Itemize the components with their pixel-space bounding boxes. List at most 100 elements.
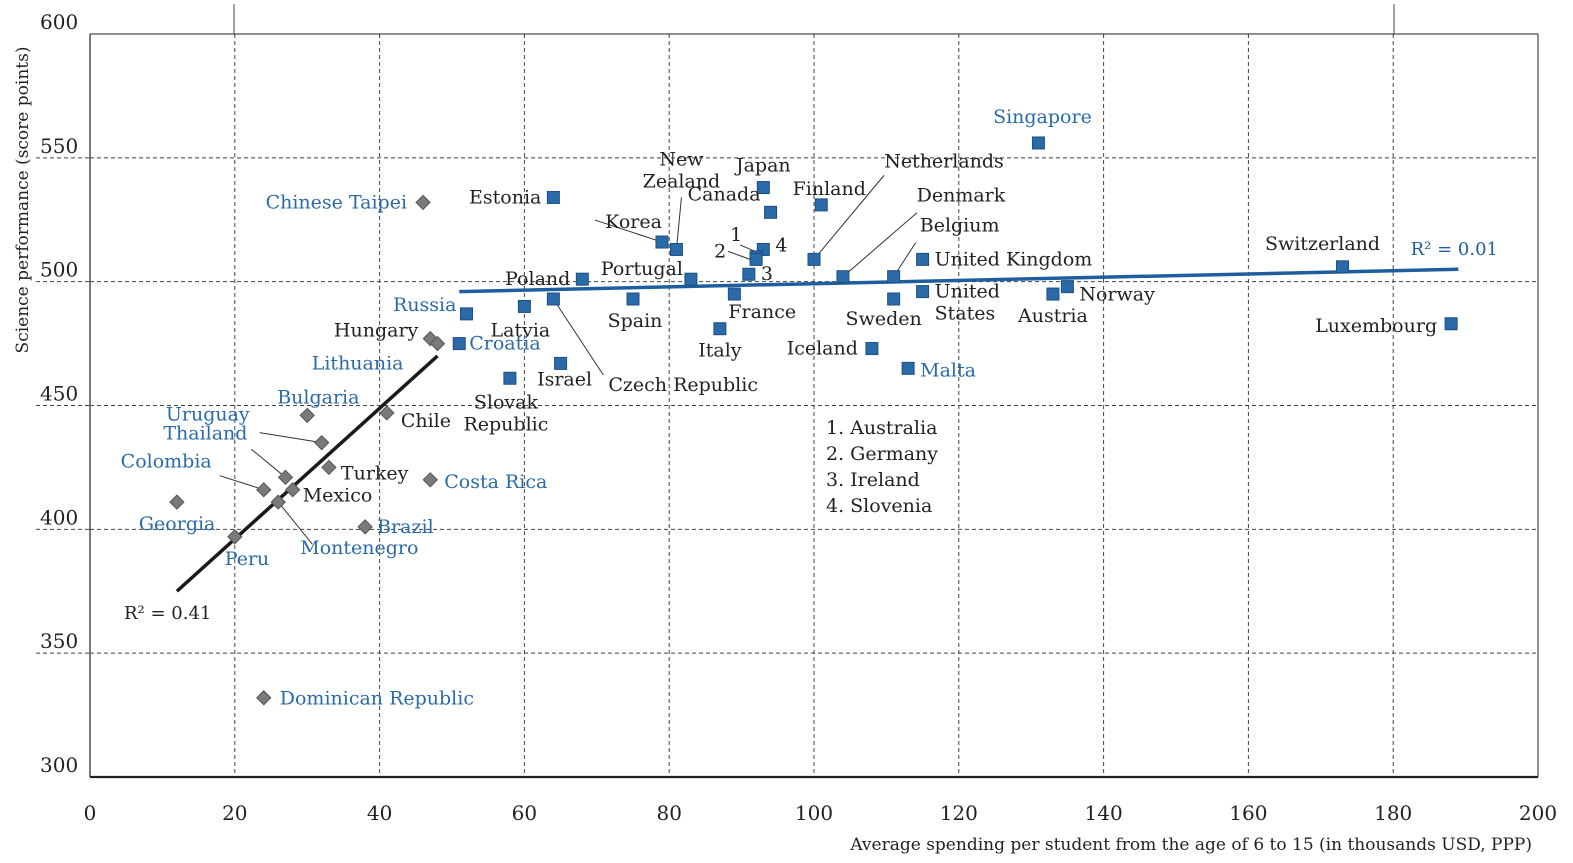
footnote-item: 4. Slovenia [826,495,932,517]
point-germany [749,252,763,266]
label-austria: Austria [1017,305,1088,327]
point-peru [227,529,243,545]
oecd-trendline [459,267,1459,294]
point-italy [713,322,727,336]
leader-lines [219,175,918,545]
point-iceland [865,342,879,356]
label-france: France [728,301,796,323]
point-singapore [1031,136,1045,150]
leader-uruguay [259,432,322,444]
axes: 0 20 40 60 80 100 120 140 160 180 200 300 350 400 450 5… [13,4,1557,855]
label-united-states: United States [935,281,1000,325]
label-peru: Peru [225,548,269,570]
point-sweden [887,292,901,306]
point-chinese-taipei [415,194,431,211]
point-israel [554,356,568,370]
label-lithuania: Lithuania [312,353,404,375]
label-montenegro: Montenegro [300,537,418,559]
label-line: New [659,148,704,170]
point-bulgaria [299,407,315,424]
x-tick-label: 200 [1519,801,1557,825]
leader-thailand [251,448,286,478]
label-norway: Norway [1079,284,1155,306]
leader-korea [594,219,663,243]
point-slovak-republic [503,371,517,385]
point-france [727,287,741,301]
point-dominican-republic [256,690,272,706]
point-mexico [285,481,301,498]
x-tick-label: 100 [795,801,833,825]
x-tick-label: 180 [1374,801,1412,825]
point-belgium [887,270,901,284]
leader-colombia [219,475,264,491]
label-thailand: Thailand [163,422,247,444]
y-tick-label: 400 [40,505,78,529]
point-united-states [916,285,930,299]
label-costa-rica: Costa Rica [444,471,547,493]
point-netherlands [807,252,821,266]
point-brazil [357,519,373,535]
point-russia [459,307,473,321]
label-czech-republic: Czech Republic [608,374,758,396]
x-tick-label: 140 [1085,801,1123,825]
label-chile: Chile [401,410,451,432]
y-tick-label: 450 [40,382,78,406]
label-netherlands: Netherlands [884,150,1004,172]
point-costa-rica [422,472,438,488]
trendlines: R² = 0.01 R² = 0.41 [124,239,1498,624]
label-line: Slovak [474,391,539,413]
label-dominican-republic: Dominican Republic [280,688,474,710]
y-tick-label: 350 [40,629,78,653]
point-lithuania [429,335,446,352]
label-hungary: Hungary [334,320,419,342]
label-luxembourg: Luxembourg [1315,315,1437,337]
label-bulgaria: Bulgaria [277,386,359,408]
label-finland: Finland [793,178,866,200]
y-tick-label: 600 [40,10,78,34]
label-latvia: Latvia [491,319,551,341]
leader-denmark [842,212,918,278]
label-turkey: Turkey [341,462,409,484]
x-tick-label: 120 [940,801,978,825]
point-norway [1060,280,1074,294]
marker-number-4: 4 [775,234,787,256]
label-estonia: Estonia [469,186,541,208]
label-united-kingdom: United Kingdom [935,248,1093,270]
label-switzerland: Switzerland [1265,233,1380,255]
point-new-zealand [669,242,683,256]
point-korea [655,235,669,249]
label-brazil: Brazil [377,516,434,538]
leader-netherlands [813,175,885,260]
label-singapore: Singapore [993,106,1092,128]
leader-1 [739,244,755,252]
label-belgium: Belgium [920,215,1000,237]
point-chile [379,405,395,421]
label-new-zealand: New Zealand [643,148,721,192]
leader-new-zealand [675,197,682,250]
y-tick-label: 500 [40,258,78,282]
label-colombia: Colombia [121,451,212,473]
point-turkey [321,459,337,476]
y-axis-title: Science performance (score points) [13,47,33,354]
point-uruguay [313,434,330,451]
label-sweden: Sweden [846,308,922,330]
point-portugal [684,272,698,286]
footnote-item: 2. Germany [826,443,938,465]
label-israel: Israel [537,368,592,390]
label-line: States [935,303,996,325]
point-croatia [452,337,466,351]
point-labels: Singapore Japan Estonia Finland Canada Korea N… [121,106,1437,710]
label-uruguay: Uruguay [166,404,250,426]
label-slovak-republic: Slovak Republic [463,391,548,435]
x-tick-label: 80 [656,801,681,825]
point-colombia [256,481,272,498]
y-tick-label: 300 [40,753,78,777]
label-japan: Japan [734,155,791,177]
marker-number-1: 1 [730,224,742,246]
label-mexico: Mexico [303,485,373,507]
footnote-legend: 1. Australia 2. Germany 3. Ireland 4. Slove… [826,417,938,517]
point-united-kingdom [916,252,930,266]
x-tick-label: 160 [1229,801,1267,825]
